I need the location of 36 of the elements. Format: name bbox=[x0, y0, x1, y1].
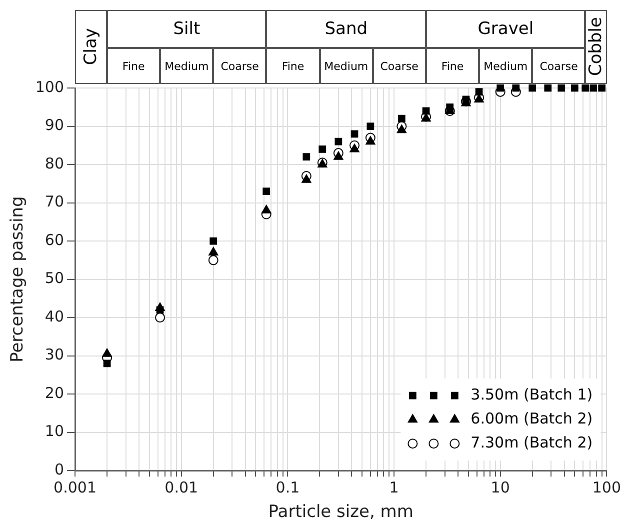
text: Fine bbox=[282, 60, 304, 72]
text: Gravel bbox=[478, 19, 534, 39]
y-tick-label: 70 bbox=[44, 192, 64, 211]
text: Fine bbox=[122, 60, 145, 72]
x-tick-label: 1 bbox=[389, 478, 399, 496]
x-tick-label: 0.1 bbox=[276, 478, 300, 496]
legend-label: 3.50m (Batch 1) bbox=[470, 385, 593, 404]
x-tick-label: 0.01 bbox=[164, 478, 198, 496]
text: Medium bbox=[484, 60, 528, 72]
legend-label: 7.30m (Batch 2) bbox=[470, 433, 593, 452]
y-tick-label: 40 bbox=[44, 307, 64, 326]
y-tick-label: 60 bbox=[44, 230, 64, 249]
y-tick-label: 80 bbox=[44, 154, 64, 172]
y-tick-label: 20 bbox=[44, 384, 64, 402]
text: Cobble bbox=[586, 17, 606, 77]
text: Medium bbox=[164, 60, 209, 72]
x-tick-label: 0.001 bbox=[54, 478, 97, 496]
y-tick-label: 30 bbox=[44, 346, 64, 364]
text: Coarse bbox=[540, 60, 578, 72]
text: Silt bbox=[173, 19, 200, 39]
text: Medium bbox=[324, 60, 368, 72]
text: Sand bbox=[324, 19, 368, 39]
text: Clay bbox=[81, 28, 102, 66]
text: Fine bbox=[441, 60, 464, 72]
y-tick-label: 90 bbox=[44, 116, 64, 134]
y-tick-label: 0 bbox=[54, 460, 64, 478]
x-tick-label: 10 bbox=[490, 478, 510, 496]
y-axis-title: Percentage passing bbox=[8, 196, 28, 362]
x-tick-label: 100 bbox=[592, 478, 622, 496]
text: Coarse bbox=[380, 60, 418, 72]
legend-label: 6.00m (Batch 2) bbox=[470, 409, 593, 428]
y-tick-label: 50 bbox=[44, 269, 64, 288]
text: Coarse bbox=[220, 60, 259, 72]
x-axis-title: Particle size, mm bbox=[268, 502, 414, 522]
y-tick-label: 10 bbox=[44, 422, 64, 440]
y-tick-label: 100 bbox=[35, 78, 64, 96]
